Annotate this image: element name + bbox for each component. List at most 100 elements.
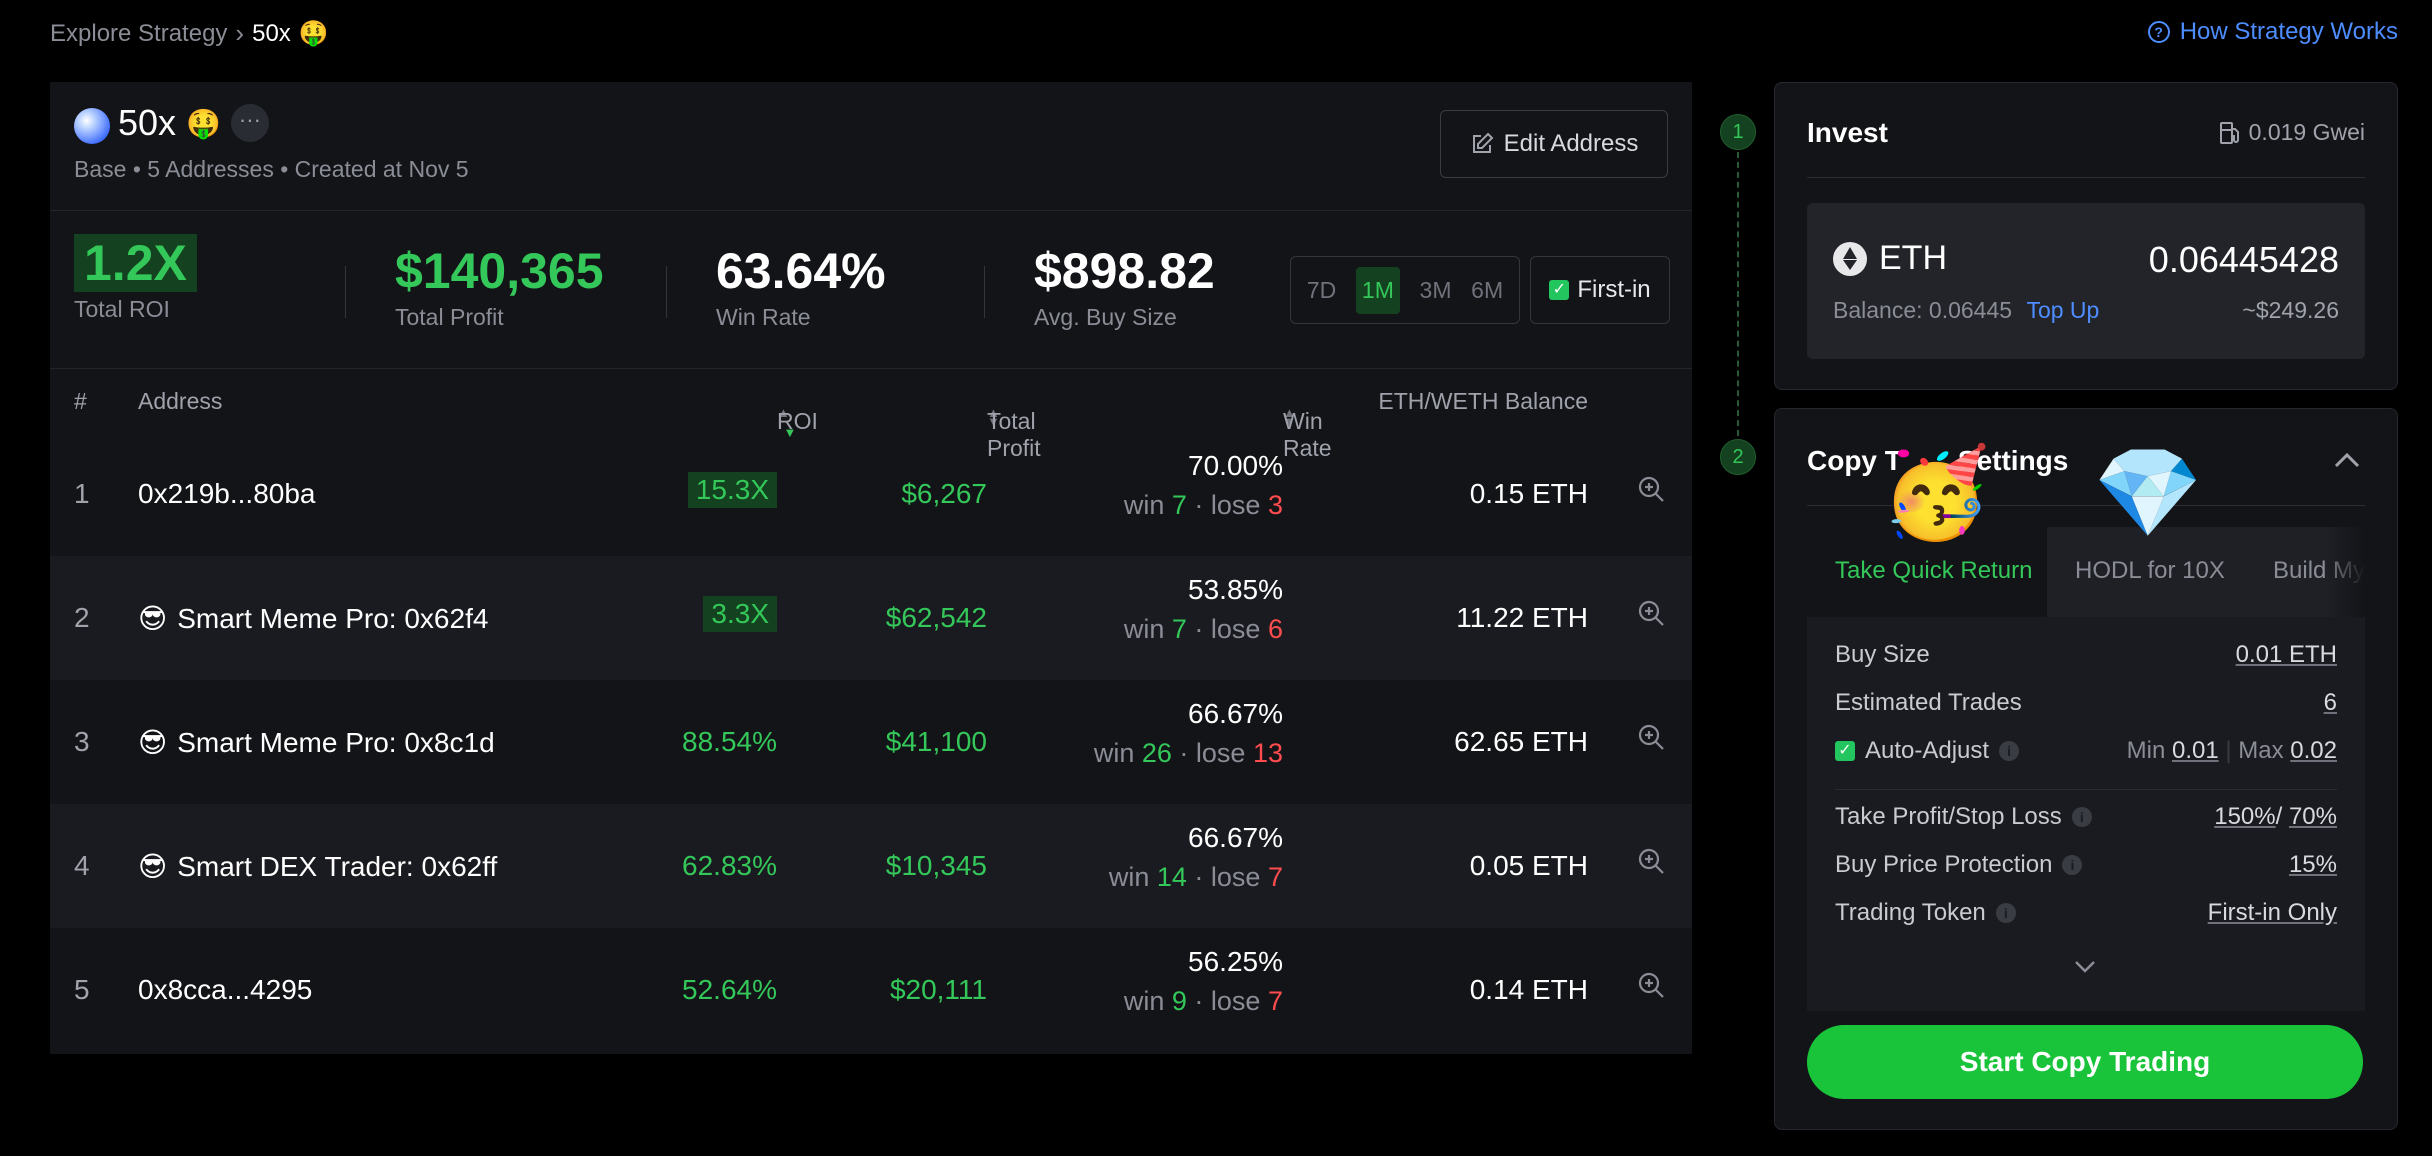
divider bbox=[1807, 177, 2365, 178]
row-address[interactable]: 😎 Smart Meme Pro: 0x62f4 bbox=[138, 602, 488, 635]
top-up-link[interactable]: Top Up bbox=[2026, 297, 2100, 323]
chevron-down-icon[interactable] bbox=[2073, 959, 2097, 975]
more-options-button[interactable]: ··· bbox=[230, 104, 269, 142]
period-3m[interactable]: 3M bbox=[1419, 276, 1452, 303]
breadcrumb-parent-link[interactable]: Explore Strategy bbox=[50, 19, 228, 47]
token-selector[interactable]: ETH bbox=[1833, 239, 1947, 278]
row-address[interactable]: 😎 Smart DEX Trader: 0x62ff bbox=[138, 850, 497, 883]
estimated-trades-value[interactable]: 6 bbox=[2323, 689, 2337, 716]
win-rate-value: 66.67% bbox=[1188, 698, 1283, 729]
row-address[interactable]: 0x219b...80ba bbox=[138, 478, 316, 510]
sort-icon: ▲ ▼ bbox=[1283, 405, 1296, 429]
eth-icon bbox=[1833, 241, 1867, 276]
win-rate-value: 63.64% bbox=[716, 243, 886, 299]
first-in-toggle[interactable]: ✓ First-in bbox=[1530, 256, 1670, 324]
auto-adjust-max[interactable]: 0.02 bbox=[2290, 737, 2337, 764]
tabs-fade bbox=[2325, 527, 2365, 617]
stop-loss-value[interactable]: 70% bbox=[2288, 803, 2337, 830]
auto-adjust-checkbox[interactable]: ✓ bbox=[1835, 741, 1855, 761]
period-selector: 7D 1M 3M 6M bbox=[1290, 256, 1520, 324]
period-6m[interactable]: 6M bbox=[1471, 276, 1504, 303]
gas-price: 0.019 Gwei bbox=[2219, 119, 2365, 146]
trading-token-value[interactable]: First-in Only bbox=[2207, 899, 2337, 926]
amount-input-box[interactable]: ETH 0.06445428 Balance: 0.06445 Top Up ~… bbox=[1807, 203, 2365, 359]
how-strategy-works-link[interactable]: ? How Strategy Works bbox=[2147, 18, 2398, 46]
stats-bar: 1.2X Total ROI $140,365 Total Profit 63.… bbox=[50, 210, 1692, 369]
table-row[interactable]: 2 😎 Smart Meme Pro: 0x62f4 3.3X $62,542 53.85… bbox=[50, 556, 1692, 680]
col-balance: ETH/WETH Balance bbox=[1378, 388, 1588, 414]
gas-price-value: 0.019 Gwei bbox=[2248, 119, 2365, 145]
zoom-in-icon[interactable] bbox=[1636, 722, 1666, 752]
row-profit: $62,542 bbox=[885, 602, 987, 633]
row-win-rate: 70.00% win 7 · lose 3 bbox=[1124, 450, 1283, 521]
table-row[interactable]: 5 0x8cca...4295 52.64% $20,111 56.25% win 9 ·… bbox=[50, 928, 1692, 1052]
row-roi: 88.54% bbox=[682, 726, 777, 757]
address-text: 0x219b...80ba bbox=[138, 478, 316, 509]
win-rate-label: Win Rate bbox=[716, 304, 811, 330]
invest-title: Invest bbox=[1807, 117, 1888, 148]
help-link-label: How Strategy Works bbox=[2179, 18, 2398, 45]
row-address[interactable]: 0x8cca...4295 bbox=[138, 974, 312, 1006]
row-profit: $41,100 bbox=[885, 726, 987, 757]
edit-address-button[interactable]: Edit Address bbox=[1440, 110, 1668, 178]
take-profit-value[interactable]: 150% bbox=[2214, 803, 2276, 830]
zoom-in-icon[interactable] bbox=[1636, 846, 1666, 876]
row-profit: $20,111 bbox=[889, 974, 987, 1005]
strategy-subtitle: Base • 5 Addresses • Created at Nov 5 bbox=[74, 156, 469, 182]
trading-token-label: Trading Token bbox=[1835, 899, 1986, 926]
edit-address-label: Edit Address bbox=[1503, 130, 1639, 157]
auto-adjust-min[interactable]: 0.01 bbox=[2171, 737, 2219, 764]
auto-adjust-range: Min 0.01 | Max 0.02 bbox=[2126, 737, 2337, 764]
row-number: 1 bbox=[74, 478, 90, 509]
question-circle-icon: ? bbox=[2147, 21, 2170, 43]
period-1m[interactable]: 1M bbox=[1355, 266, 1400, 314]
money-face-emoji: 🤑 bbox=[186, 107, 221, 139]
step-1-indicator: 1 bbox=[1720, 114, 1756, 150]
address-text: Smart DEX Trader: 0x62ff bbox=[177, 850, 498, 882]
info-icon[interactable]: i bbox=[2062, 855, 2083, 875]
row-balance: 0.15 ETH bbox=[1469, 478, 1588, 509]
strategy-logo bbox=[74, 108, 110, 144]
tab-hodl-for-10x[interactable]: HODL for 10X bbox=[2075, 557, 2225, 584]
tab-take-quick-return[interactable]: Take Quick Return bbox=[1835, 557, 2033, 584]
win-lose-count: win 14 · lose 7 bbox=[1108, 862, 1283, 892]
row-profit: $10,345 bbox=[885, 850, 987, 881]
info-icon[interactable]: i bbox=[1999, 741, 2020, 761]
row-address[interactable]: 😎 Smart Meme Pro: 0x8c1d bbox=[138, 726, 495, 759]
table-row[interactable]: 4 😎 Smart DEX Trader: 0x62ff 62.83% $10,345 6… bbox=[50, 804, 1692, 928]
divider bbox=[666, 266, 667, 318]
row-number: 3 bbox=[74, 726, 90, 757]
divider bbox=[1835, 789, 2337, 790]
row-balance: 0.14 ETH bbox=[1469, 974, 1588, 1005]
row-win-rate: 56.25% win 9 · lose 7 bbox=[1124, 946, 1283, 1017]
estimated-trades-label: Estimated Trades bbox=[1835, 689, 2022, 716]
table-row[interactable]: 3 😎 Smart Meme Pro: 0x8c1d 88.54% $41,100 66.… bbox=[50, 680, 1692, 804]
table-row[interactable]: 1 0x219b...80ba 15.3X $6,267 70.00% win 7 · l… bbox=[50, 432, 1692, 556]
checkbox-checked-icon: ✓ bbox=[1549, 280, 1570, 300]
avg-buy-size-label: Avg. Buy Size bbox=[1034, 304, 1177, 330]
info-icon[interactable]: i bbox=[2071, 807, 2092, 827]
total-profit-value: $140,365 bbox=[395, 243, 604, 299]
first-in-label: First-in bbox=[1577, 276, 1651, 303]
zoom-in-icon[interactable] bbox=[1636, 474, 1666, 504]
chevron-up-icon[interactable] bbox=[2333, 451, 2361, 469]
zoom-in-icon[interactable] bbox=[1636, 970, 1666, 1000]
period-7d[interactable]: 7D bbox=[1306, 276, 1337, 303]
strategy-title: 50x 🤑 ··· bbox=[118, 102, 269, 144]
total-roi-label: Total ROI bbox=[74, 296, 170, 322]
buy-price-protection-value[interactable]: 15% bbox=[2288, 851, 2337, 878]
token-symbol: ETH bbox=[1879, 239, 1947, 277]
buy-size-value[interactable]: 0.01 ETH bbox=[2235, 641, 2337, 668]
zoom-in-icon[interactable] bbox=[1636, 598, 1666, 628]
divider bbox=[984, 266, 985, 318]
total-roi-value: 1.2X bbox=[74, 234, 197, 292]
breadcrumb-current: 50x bbox=[252, 19, 291, 47]
address-text: 0x8cca...4295 bbox=[138, 974, 313, 1005]
gas-pump-icon bbox=[2219, 121, 2239, 144]
invest-card: Invest 0.019 Gwei ETH 0.06445428 Balance… bbox=[1774, 82, 2398, 390]
amount-value[interactable]: 0.06445428 bbox=[2148, 239, 2339, 280]
info-icon[interactable]: i bbox=[1995, 903, 2016, 923]
row-roi: 52.64% bbox=[682, 974, 777, 1005]
start-copy-trading-button[interactable]: Start Copy Trading bbox=[1807, 1025, 2363, 1099]
tp-sl-row: Take Profit/Stop Loss i 150%/ 70% bbox=[1835, 803, 2337, 830]
